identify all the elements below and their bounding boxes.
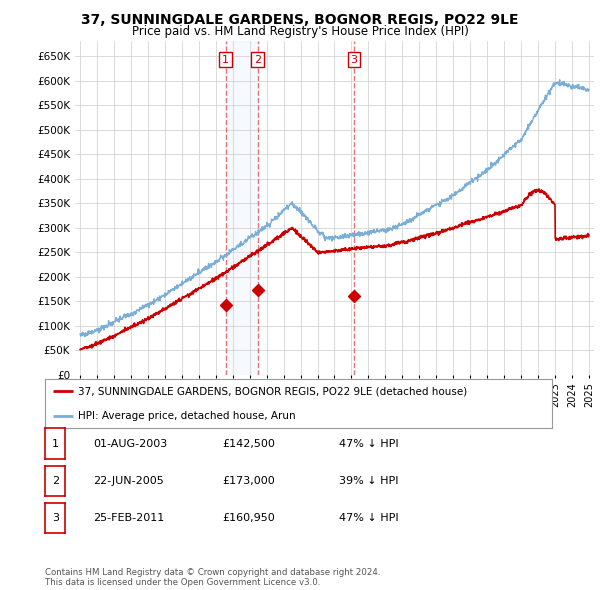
Text: £160,950: £160,950 — [222, 513, 275, 523]
Text: 47% ↓ HPI: 47% ↓ HPI — [339, 439, 398, 448]
Text: 37, SUNNINGDALE GARDENS, BOGNOR REGIS, PO22 9LE (detached house): 37, SUNNINGDALE GARDENS, BOGNOR REGIS, P… — [78, 386, 467, 396]
Text: 39% ↓ HPI: 39% ↓ HPI — [339, 476, 398, 486]
Text: £142,500: £142,500 — [222, 439, 275, 448]
Text: Price paid vs. HM Land Registry's House Price Index (HPI): Price paid vs. HM Land Registry's House … — [131, 25, 469, 38]
Text: Contains HM Land Registry data © Crown copyright and database right 2024.
This d: Contains HM Land Registry data © Crown c… — [45, 568, 380, 587]
Text: 1: 1 — [222, 55, 229, 65]
Text: 3: 3 — [350, 55, 358, 65]
Text: 01-AUG-2003: 01-AUG-2003 — [93, 439, 167, 448]
Text: 2: 2 — [52, 476, 59, 486]
Text: 2: 2 — [254, 55, 261, 65]
Text: 22-JUN-2005: 22-JUN-2005 — [93, 476, 164, 486]
Text: HPI: Average price, detached house, Arun: HPI: Average price, detached house, Arun — [78, 411, 296, 421]
Bar — [226, 41, 257, 375]
Text: £173,000: £173,000 — [222, 476, 275, 486]
Text: 1: 1 — [52, 439, 59, 448]
Text: 25-FEB-2011: 25-FEB-2011 — [93, 513, 164, 523]
Text: 47% ↓ HPI: 47% ↓ HPI — [339, 513, 398, 523]
Text: 3: 3 — [52, 513, 59, 523]
Text: 37, SUNNINGDALE GARDENS, BOGNOR REGIS, PO22 9LE: 37, SUNNINGDALE GARDENS, BOGNOR REGIS, P… — [81, 13, 519, 27]
